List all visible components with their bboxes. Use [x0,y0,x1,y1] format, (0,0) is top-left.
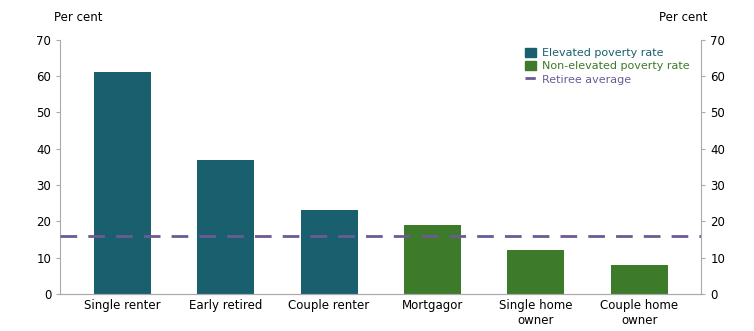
Bar [507,250,564,294]
Bar [198,160,254,294]
Bar [94,72,151,294]
Bar [301,211,357,294]
Bar [404,225,461,294]
Text: Per cent: Per cent [659,12,707,24]
Text: Per cent: Per cent [54,12,103,24]
Bar [611,265,667,294]
Legend: Elevated poverty rate, Non-elevated poverty rate, Retiree average: Elevated poverty rate, Non-elevated pove… [525,48,689,85]
